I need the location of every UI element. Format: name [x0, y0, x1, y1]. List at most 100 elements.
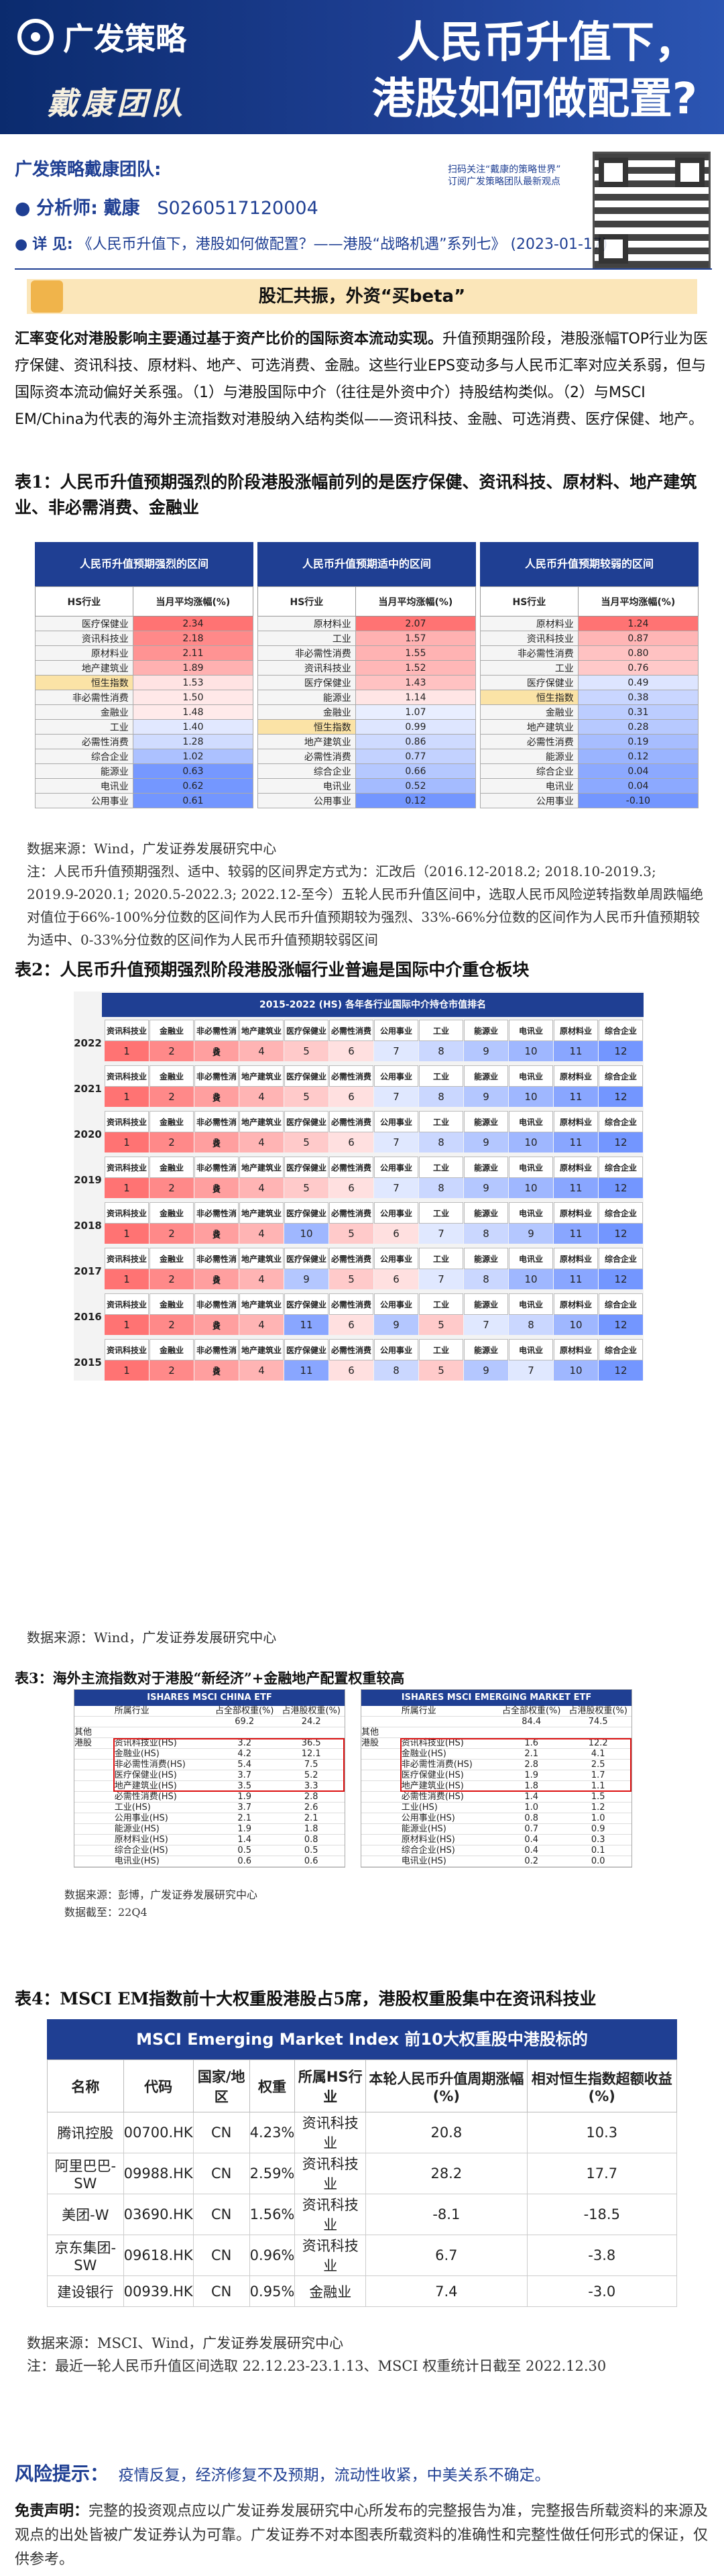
section-4-title: 表4：MSCI EM指数前十大权重股港股占5席，港股权重股集中在资讯科技业	[15, 1989, 597, 2008]
rank-cell: 电讯业 8	[509, 1293, 553, 1335]
rank-cell: 电讯业 10	[509, 1020, 553, 1061]
industry-label: 医疗保健业	[284, 1020, 328, 1041]
rank-value: 12	[599, 1269, 643, 1289]
value-cell: 2.18	[132, 631, 254, 646]
value-cell: 0.28	[577, 719, 699, 735]
industry-label: 综合企业	[599, 1111, 643, 1132]
rank-cell: 公用事业 7	[374, 1157, 418, 1198]
rank-cell: 地产建筑业 4	[239, 1293, 284, 1335]
rank-cell: 金融业 2	[149, 1157, 194, 1198]
rank-value: 8	[464, 1224, 508, 1244]
table-4: MSCI Emerging Market Index 前10大权重股中港股标的 …	[47, 2019, 678, 2307]
industry-label: 综合企业	[599, 1020, 643, 1041]
industry-cell: 公用事业	[257, 793, 356, 808]
industry-label: 工业	[419, 1248, 463, 1269]
table-4-header: MSCI Emerging Market Index 前10大权重股中港股标的	[47, 2019, 677, 2059]
table-cell: 00939.HK	[123, 2275, 194, 2307]
rank-cell: 金融业 2	[149, 1293, 194, 1335]
table-cell: 京东集团-SW	[47, 2235, 124, 2276]
rank-value: 6	[329, 1132, 373, 1152]
table-row: 京东集团-SW 09618.HK CN 0.96% 资讯科技业 6.7 -3.8	[47, 2235, 678, 2276]
industry-cell: 公用事业	[480, 793, 579, 808]
industry-label: 医疗保健业	[284, 1111, 328, 1132]
table-row: 必需性消费(HS) 1.9 2.8	[74, 1792, 345, 1803]
rank-value: 2	[149, 1315, 194, 1335]
value-cell: 0.87	[577, 631, 699, 646]
industry-label: 非必需性消费	[194, 1111, 239, 1148]
table-row: 公用事业 0.61	[35, 793, 254, 808]
rank-value: 7	[374, 1087, 418, 1107]
value-cell: 0.99	[355, 719, 477, 735]
table-cell: CN	[192, 2275, 250, 2307]
industry-label: 电讯业	[509, 1157, 553, 1178]
value-cell: 2.07	[355, 616, 477, 631]
rank-cell: 工业 8	[419, 1157, 463, 1198]
value-cell: 0.61	[132, 793, 254, 808]
table-row: 必需性消费(HS) 1.4 1.5	[361, 1792, 631, 1803]
col-header: HS行业	[257, 586, 356, 616]
year-label: 2021	[74, 1083, 102, 1095]
divider	[15, 268, 712, 270]
value-cell: 0.12	[355, 793, 477, 808]
value-cell: 0.04	[577, 763, 699, 779]
industry-label: 必需性消费	[329, 1202, 373, 1224]
table-row: 综合企业 0.04	[480, 763, 699, 779]
rank-value: 7	[419, 1224, 463, 1244]
rank-cell: 资讯科技业 1	[105, 1111, 149, 1152]
year-label: 2020	[74, 1128, 102, 1140]
table-row: 地产建筑业 0.86	[257, 734, 477, 749]
rank-cell: 必需性消费 6	[329, 1065, 373, 1107]
rank-value: 11	[554, 1132, 598, 1152]
table-row: 金融业(HS) 4.2 12.1	[74, 1749, 345, 1760]
col-header: HS行业	[35, 586, 133, 616]
table-row: 综合企业 0.66	[257, 763, 477, 779]
col-header: 权重	[249, 2059, 296, 2112]
value-cell: 0.77	[355, 749, 477, 764]
value-cell: 0.52	[355, 778, 477, 794]
industry-label: 原材料业	[554, 1065, 598, 1087]
rank-value: 5	[329, 1269, 373, 1289]
rank-value: 2	[149, 1087, 194, 1107]
table-row: 能源业(HS) 1.9 1.8	[74, 1824, 345, 1835]
rank-cell: 电讯业 9	[509, 1202, 553, 1244]
rank-cell: 综合企业 12	[599, 1065, 643, 1107]
table-cell: CN	[192, 2112, 250, 2153]
industry-label: 公用事业	[374, 1248, 418, 1269]
rank-value: 1	[105, 1087, 149, 1107]
rank-value: 7	[374, 1178, 418, 1198]
table-row: 非必需性消费(HS) 2.8 2.5	[361, 1760, 631, 1770]
rank-cell: 公用事业 7	[374, 1020, 418, 1061]
industry-label: 必需性消费	[329, 1111, 373, 1132]
industry-label: 非必需性消费	[194, 1339, 239, 1377]
rank-cell: 医疗保健业 5	[284, 1020, 328, 1061]
rank-value: 11	[284, 1360, 328, 1381]
industry-label: 金融业	[149, 1248, 194, 1269]
rank-cell: 非必需性消费3	[194, 1293, 239, 1335]
rank-cell: 金融业 2	[149, 1248, 194, 1289]
table-2-row: 2021资讯科技业1金融业2非必需性消费3地产建筑业4医疗保健业5必需性消费6公…	[74, 1065, 644, 1112]
industry-cell: 能源业	[480, 749, 579, 764]
industry-label: 非必需性消费	[194, 1157, 239, 1194]
rank-value: 6	[329, 1360, 373, 1381]
industry-label: 非必需性消费	[194, 1020, 239, 1057]
rank-value: 5	[284, 1041, 328, 1061]
value-cell: 1.57	[355, 631, 477, 646]
value-cell: -0.10	[577, 793, 699, 808]
table-row: 原材料业 1.24	[480, 616, 699, 631]
rank-cell: 医疗保健业 5	[284, 1157, 328, 1198]
rank-value: 9	[509, 1224, 553, 1244]
table-cell: 00700.HK	[123, 2112, 194, 2153]
rank-value: 8	[419, 1132, 463, 1152]
value-cell: 1.43	[355, 675, 477, 690]
industry-cell: 恒生指数	[35, 675, 133, 690]
industry-label: 必需性消费	[329, 1020, 373, 1041]
table-row: 84.4 74.5	[361, 1717, 631, 1727]
industry-label: 医疗保健业	[284, 1202, 328, 1224]
rank-cell: 能源业 8	[464, 1248, 508, 1289]
industry-label: 医疗保健业	[284, 1157, 328, 1178]
rank-cell: 必需性消费 6	[329, 1293, 373, 1335]
industry-label: 资讯科技业	[105, 1157, 149, 1178]
rank-value: 3	[194, 1269, 239, 1289]
qr-code-icon	[593, 152, 711, 270]
